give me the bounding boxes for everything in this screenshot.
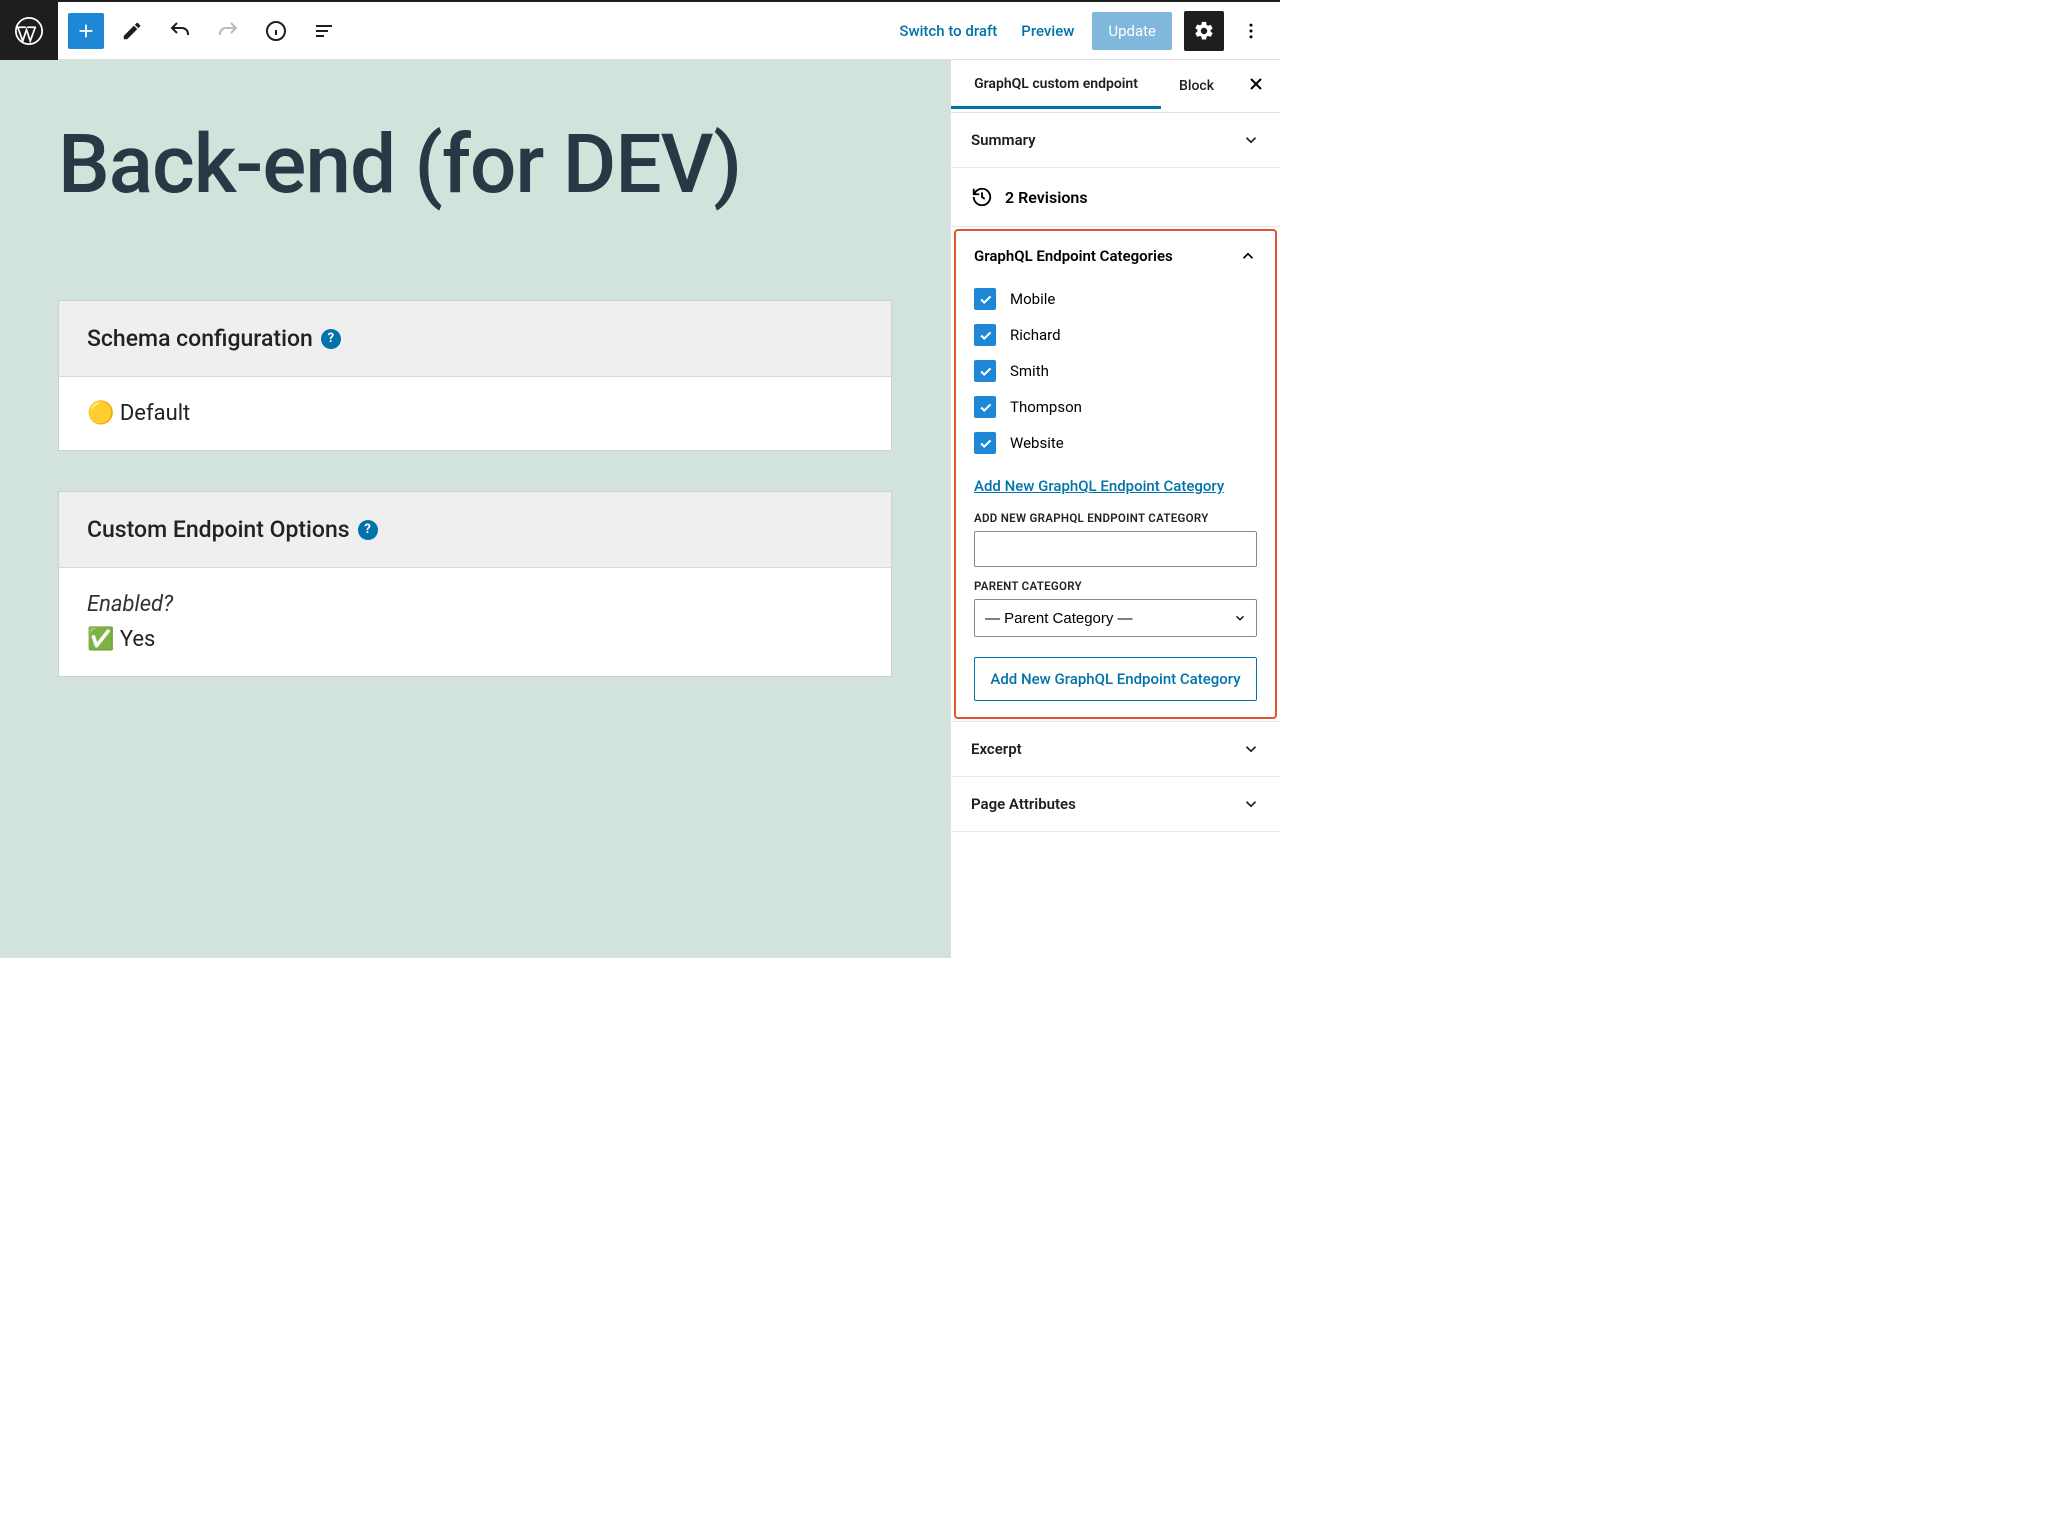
add-category-field-label: ADD NEW GRAPHQL ENDPOINT CATEGORY (956, 499, 1275, 531)
help-icon[interactable]: ? (321, 329, 341, 349)
parent-category-select-wrap: — Parent Category — (974, 599, 1257, 637)
categories-header[interactable]: GraphQL Endpoint Categories (956, 231, 1275, 277)
schema-config-value: 🟡 Default (87, 401, 190, 426)
categories-title: GraphQL Endpoint Categories (974, 247, 1173, 265)
category-item[interactable]: Richard (974, 317, 1257, 353)
parent-category-label: PARENT CATEGORY (956, 567, 1275, 599)
settings-button[interactable] (1184, 11, 1224, 51)
category-label: Smith (1010, 362, 1049, 380)
category-label: Richard (1010, 326, 1061, 344)
more-options-icon[interactable] (1236, 11, 1266, 51)
chevron-down-icon (1242, 740, 1260, 758)
categories-panel: GraphQL Endpoint Categories Mobile Richa… (954, 229, 1277, 719)
help-icon[interactable]: ? (358, 520, 378, 540)
toolbar-right: Switch to draft Preview Update (893, 11, 1280, 51)
top-toolbar: Switch to draft Preview Update (0, 2, 1280, 60)
edit-icon[interactable] (112, 11, 152, 51)
endpoint-options-block: Custom Endpoint Options ? Enabled? ✅ Yes (58, 491, 892, 677)
tab-block[interactable]: Block (1161, 60, 1232, 112)
update-button[interactable]: Update (1092, 12, 1172, 50)
schema-config-heading: Schema configuration (87, 325, 313, 352)
add-block-button[interactable] (68, 13, 104, 49)
endpoint-options-heading: Custom Endpoint Options (87, 516, 350, 543)
checkbox-checked-icon[interactable] (974, 324, 996, 346)
checkbox-checked-icon[interactable] (974, 432, 996, 454)
endpoint-options-header: Custom Endpoint Options ? (59, 492, 891, 568)
category-item[interactable]: Website (974, 425, 1257, 461)
category-label: Website (1010, 434, 1064, 452)
enabled-label: Enabled? (87, 592, 863, 617)
add-category-link[interactable]: Add New GraphQL Endpoint Category (956, 471, 1275, 499)
undo-icon[interactable] (160, 11, 200, 51)
enabled-value: ✅ Yes (87, 627, 863, 652)
switch-to-draft-button[interactable]: Switch to draft (893, 14, 1003, 48)
main-layout: Back-end (for DEV) Schema configuration … (0, 60, 1280, 958)
parent-category-select[interactable]: — Parent Category — (974, 599, 1257, 637)
schema-config-body: 🟡 Default (59, 377, 891, 450)
toolbar-left (58, 11, 344, 51)
info-icon[interactable] (256, 11, 296, 51)
sidebar-tabs: GraphQL custom endpoint Block (951, 60, 1280, 113)
revisions-label: 2 Revisions (1005, 188, 1088, 207)
editor-area: Back-end (for DEV) Schema configuration … (0, 60, 950, 958)
settings-sidebar: GraphQL custom endpoint Block Summary 2 … (950, 60, 1280, 958)
schema-config-block: Schema configuration ? 🟡 Default (58, 300, 892, 451)
categories-list: Mobile Richard Smith Thompson Website (956, 277, 1275, 471)
history-icon (971, 186, 993, 208)
schema-config-header: Schema configuration ? (59, 301, 891, 377)
summary-label: Summary (971, 131, 1036, 149)
category-item[interactable]: Smith (974, 353, 1257, 389)
excerpt-panel[interactable]: Excerpt (951, 721, 1280, 777)
page-attributes-panel[interactable]: Page Attributes (951, 777, 1280, 832)
wordpress-logo[interactable] (0, 2, 58, 60)
endpoint-options-body: Enabled? ✅ Yes (59, 568, 891, 676)
chevron-down-icon (1242, 795, 1260, 813)
redo-icon[interactable] (208, 11, 248, 51)
new-category-input[interactable] (974, 531, 1257, 567)
checkbox-checked-icon[interactable] (974, 288, 996, 310)
category-item[interactable]: Mobile (974, 281, 1257, 317)
preview-button[interactable]: Preview (1015, 14, 1080, 48)
revisions-row[interactable]: 2 Revisions (951, 168, 1280, 227)
page-title[interactable]: Back-end (for DEV) (58, 120, 892, 210)
category-item[interactable]: Thompson (974, 389, 1257, 425)
chevron-up-icon (1239, 247, 1257, 265)
page-attributes-label: Page Attributes (971, 795, 1076, 813)
category-label: Thompson (1010, 398, 1082, 416)
tab-graphql-endpoint[interactable]: GraphQL custom endpoint (951, 63, 1161, 108)
close-sidebar-icon[interactable] (1232, 64, 1280, 108)
category-label: Mobile (1010, 290, 1055, 308)
chevron-down-icon (1242, 131, 1260, 149)
excerpt-label: Excerpt (971, 740, 1022, 758)
checkbox-checked-icon[interactable] (974, 396, 996, 418)
add-category-button[interactable]: Add New GraphQL Endpoint Category (974, 657, 1257, 701)
summary-panel[interactable]: Summary (951, 113, 1280, 168)
outline-icon[interactable] (304, 11, 344, 51)
checkbox-checked-icon[interactable] (974, 360, 996, 382)
